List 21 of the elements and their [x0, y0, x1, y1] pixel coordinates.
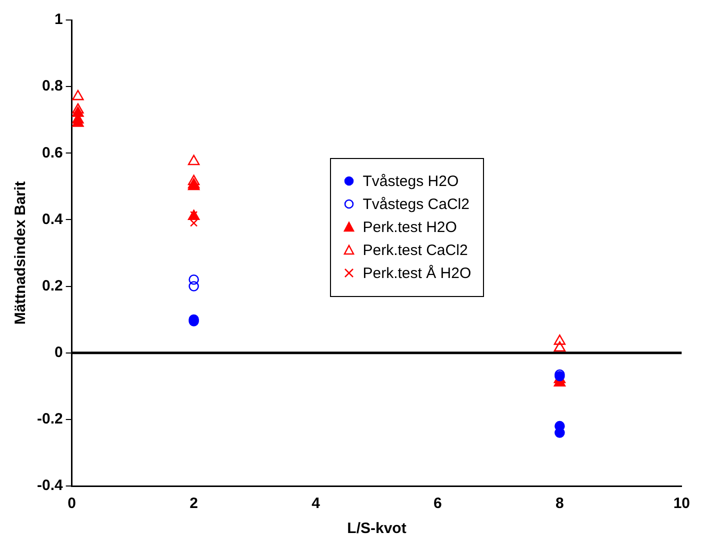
x-tick-label: 8: [556, 495, 564, 512]
y-tick-label: 0.2: [42, 277, 63, 294]
y-tick-label: -0.2: [36, 410, 63, 428]
x-tick-label: 2: [190, 495, 198, 512]
x-axis-title: L/S-kvot: [347, 520, 406, 538]
x-tick-label: 10: [673, 495, 690, 512]
legend-label: Tvåstegs CaCl2: [362, 196, 470, 212]
legend-label: Perk.test H2O: [362, 218, 457, 236]
x-tick-label: 4: [312, 495, 321, 512]
x-tick-label: 0: [68, 495, 76, 512]
y-tick-label: 0.4: [42, 210, 64, 228]
y-tick-label: -0.4: [36, 477, 64, 494]
legend-label: Perk.test CaCl2: [362, 242, 468, 258]
x-tick-label: 6: [434, 495, 442, 512]
legend-label: Perk.test Å H2O: [362, 264, 472, 282]
y-tick-label: 0.8: [42, 78, 63, 95]
y-axis-title: Mättnadsindex Barit: [12, 181, 30, 325]
y-tick-label: 0.6: [42, 144, 63, 162]
y-tick-label: 1: [54, 11, 63, 28]
y-tick-label: 0: [54, 344, 63, 361]
legend-label: Tvåstegs H2O: [362, 172, 459, 190]
